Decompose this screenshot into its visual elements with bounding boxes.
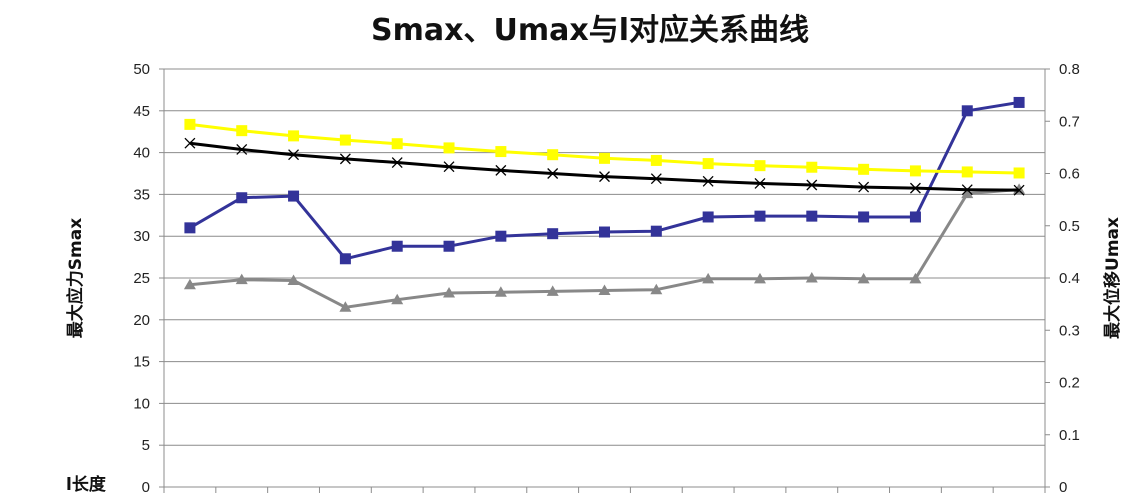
series-2-point-7 xyxy=(547,149,559,161)
series-0-point-16 xyxy=(1013,96,1025,108)
series-2-point-4 xyxy=(391,138,403,150)
left-tick-label-9: 45 xyxy=(133,103,150,120)
series-1-point-5 xyxy=(443,287,456,298)
right-tick-label-7: 0.7 xyxy=(1059,113,1080,130)
series-0-point-11 xyxy=(754,210,766,222)
series-2-point-0 xyxy=(184,118,196,130)
series-3-point-6 xyxy=(495,164,507,176)
series-0-point-7 xyxy=(547,228,559,240)
series-0-point-5 xyxy=(443,240,455,252)
left-tick-label-0: 0 xyxy=(142,479,150,493)
series-3-point-4 xyxy=(391,157,403,168)
series-2-point-12 xyxy=(806,161,818,173)
series-3-point-5 xyxy=(443,161,455,173)
right-tick-label-6: 0.6 xyxy=(1059,166,1080,183)
right-axis-ticks: 0 0.1 0.2 0.3 0.4 0.5 0.6 0.7 0.8 xyxy=(1059,61,1080,493)
left-tick-label-10: 50 xyxy=(133,61,150,78)
grid xyxy=(164,68,1045,446)
series-1-point-14 xyxy=(909,272,922,284)
series-2-point-9 xyxy=(650,154,662,166)
left-tick-label-7: 35 xyxy=(133,186,150,203)
series-1-point-4 xyxy=(391,293,404,305)
right-tick-label-4: 0.4 xyxy=(1059,270,1080,287)
series-0-point-8 xyxy=(599,226,610,238)
series-1-point-12 xyxy=(805,272,818,283)
series-2-point-2 xyxy=(288,130,300,142)
series-0-point-1 xyxy=(236,192,248,204)
series-0-point-15 xyxy=(961,105,973,117)
right-tick-label-1: 0.1 xyxy=(1059,427,1080,444)
series-0-point-4 xyxy=(391,240,403,252)
series-1-point-15 xyxy=(961,187,974,199)
series-2-point-10 xyxy=(702,158,714,170)
series-2-point-6 xyxy=(495,146,507,158)
series-0-point-13 xyxy=(858,211,870,223)
left-tick-label-5: 25 xyxy=(133,270,150,287)
series-3-point-15 xyxy=(961,184,973,196)
series-3-point-16 xyxy=(1013,184,1025,196)
series-1-point-11 xyxy=(753,272,766,284)
series-3-point-10 xyxy=(702,175,714,187)
series-3-point-11 xyxy=(754,177,766,189)
right-tick-label-2: 0.2 xyxy=(1059,375,1080,392)
series-1-point-1 xyxy=(235,273,248,285)
right-tick-label-0: 0 xyxy=(1059,479,1067,493)
series-2-point-8 xyxy=(599,152,610,164)
series-1-point-7 xyxy=(546,285,559,296)
series-0-point-0 xyxy=(184,222,196,234)
series-1-point-10 xyxy=(702,272,715,284)
series-3-point-7 xyxy=(547,168,559,179)
series-0-point-6 xyxy=(495,230,507,242)
left-tick-label-8: 40 xyxy=(133,145,150,162)
y2-axis-title: 最大位移Umax xyxy=(1102,217,1123,339)
axes xyxy=(159,68,1050,493)
series-3-point-8 xyxy=(599,171,610,183)
series-0-point-12 xyxy=(806,210,818,222)
series-3-point-1 xyxy=(236,144,248,155)
right-tick-label-3: 0.3 xyxy=(1059,322,1080,339)
series-1-point-0 xyxy=(183,278,196,290)
series-3-point-13 xyxy=(858,181,870,193)
x-axis-title: l长度 xyxy=(66,474,107,493)
y-axis-title: 最大应力Smax xyxy=(65,218,86,338)
chart-title: Smax、Umax与l对应关系曲线 xyxy=(371,13,809,48)
series-0-point-2 xyxy=(288,190,300,202)
series-2-point-14 xyxy=(909,165,921,177)
series-2-point-3 xyxy=(339,134,351,146)
left-tick-label-1: 5 xyxy=(142,437,150,454)
series-layer xyxy=(183,96,1026,312)
series-2-point-15 xyxy=(961,166,973,178)
series-3-point-3 xyxy=(339,153,351,165)
series-2-point-1 xyxy=(236,125,248,137)
left-axis-ticks: 0 5 10 15 20 25 30 35 40 45 50 xyxy=(133,61,150,493)
left-tick-label-2: 10 xyxy=(133,395,150,412)
series-1-point-8 xyxy=(598,284,611,296)
left-tick-label-6: 30 xyxy=(133,228,150,245)
series-3-point-12 xyxy=(806,179,818,191)
series-1-point-2 xyxy=(287,274,300,286)
series-3-point-14 xyxy=(909,182,921,194)
series-2-point-16 xyxy=(1013,167,1025,179)
series-1-point-6 xyxy=(494,286,507,297)
left-tick-label-3: 15 xyxy=(133,354,150,371)
series-0-point-14 xyxy=(909,211,921,223)
series-3-point-2 xyxy=(288,149,300,161)
series-2-point-11 xyxy=(754,160,766,172)
series-1-point-13 xyxy=(857,272,870,284)
series-3-point-9 xyxy=(650,173,662,185)
left-tick-label-4: 20 xyxy=(133,312,150,329)
series-0-point-9 xyxy=(650,225,662,237)
series-3-line xyxy=(189,141,1020,192)
series-2-point-5 xyxy=(443,142,455,154)
series-2-point-13 xyxy=(858,163,870,175)
series-0-point-3 xyxy=(339,253,351,265)
series-1-point-3 xyxy=(339,301,352,312)
series-2-line xyxy=(189,122,1020,175)
series-3-point-0 xyxy=(184,137,196,149)
series-1-point-9 xyxy=(650,283,663,295)
series-0-point-10 xyxy=(702,211,714,223)
right-tick-label-5: 0.5 xyxy=(1059,218,1080,235)
right-tick-label-8: 0.8 xyxy=(1059,61,1080,78)
